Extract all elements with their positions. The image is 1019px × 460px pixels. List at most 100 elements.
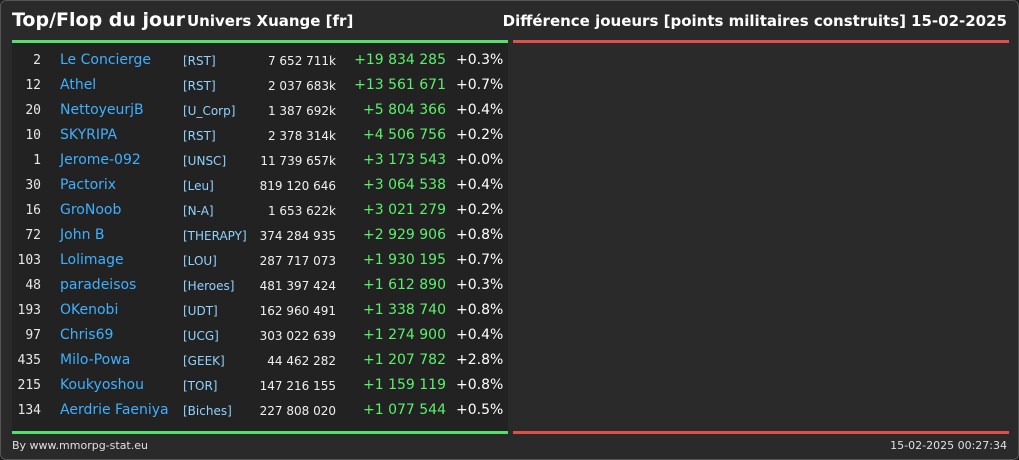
percent-change: +0.4% [456, 327, 504, 343]
alliance-tag[interactable]: [THERAPY] [183, 229, 247, 243]
player-name-link[interactable]: Aerdrie Faeniya [60, 402, 169, 418]
player-points: 11 739 657k [260, 154, 336, 168]
points-difference: +19 834 285 [354, 52, 446, 68]
player-name-link[interactable]: SKYRIPA [60, 127, 118, 143]
alliance-tag[interactable]: [GEEK] [183, 354, 225, 368]
player-points: 287 717 073 [259, 254, 336, 268]
percent-change: +0.2% [456, 202, 504, 218]
points-difference: +2 929 906 [363, 227, 446, 243]
alliance-tag[interactable]: [Biches] [183, 404, 232, 418]
flop-accent-bar [513, 40, 1009, 43]
player-name-link[interactable]: Athel [60, 77, 97, 93]
generated-timestamp: 15-02-2025 00:27:34 [890, 439, 1007, 452]
flop-players-list [513, 43, 1009, 431]
player-points: 1 653 622k [267, 204, 336, 218]
list-item: 215 Koukyoshou [TOR] 147 216 155 +1 159 … [12, 373, 508, 398]
points-difference: +1 930 195 [363, 252, 446, 268]
player-points: 162 960 491 [259, 304, 336, 318]
points-difference: +5 804 366 [363, 102, 446, 118]
points-difference: +4 506 756 [363, 127, 446, 143]
percent-change: +0.8% [456, 302, 504, 318]
player-points: 227 808 020 [259, 404, 336, 418]
points-difference: +1 207 782 [363, 352, 446, 368]
percent-change: +0.7% [456, 77, 504, 93]
player-points: 1 387 692k [267, 104, 336, 118]
top-accent-bar-bottom [12, 431, 508, 434]
percent-change: +0.8% [456, 227, 504, 243]
alliance-tag[interactable]: [TOR] [183, 379, 218, 393]
alliance-tag[interactable]: [RST] [183, 79, 216, 93]
player-name-link[interactable]: OKenobi [60, 302, 119, 318]
percent-change: +0.5% [456, 402, 504, 418]
player-name-link[interactable]: Milo-Powa [60, 352, 131, 368]
list-item: 10 SKYRIPA [RST] 2 378 314k +4 506 756 +… [12, 123, 508, 148]
list-item: 2 Le Concierge [RST] 7 652 711k +19 834 … [12, 48, 508, 73]
alliance-tag[interactable]: [LOU] [183, 254, 217, 268]
player-rank: 72 [25, 228, 41, 243]
player-points: 2 378 314k [267, 129, 336, 143]
player-name-link[interactable]: Le Concierge [60, 52, 152, 68]
player-rank: 48 [25, 278, 41, 293]
list-item: 1 Jerome-092 [UNSC] 11 739 657k +3 173 5… [12, 148, 508, 173]
points-difference: +1 274 900 [363, 327, 446, 343]
list-item: 16 GroNoob [N-A] 1 653 622k +3 021 279 +… [12, 198, 508, 223]
top-accent-bar [12, 40, 508, 43]
list-item: 134 Aerdrie Faeniya [Biches] 227 808 020… [12, 398, 508, 423]
player-name-link[interactable]: Chris69 [60, 327, 114, 343]
flop-accent-bar-bottom [513, 431, 1009, 434]
alliance-tag[interactable]: [UDT] [183, 304, 218, 318]
list-item: 30 Pactorix [Leu] 819 120 646 +3 064 538… [12, 173, 508, 198]
player-name-link[interactable]: Jerome-092 [60, 152, 141, 168]
list-item: 435 Milo-Powa [GEEK] 44 462 282 +1 207 7… [12, 348, 508, 373]
player-rank: 134 [17, 403, 41, 418]
player-name-link[interactable]: Lolimage [60, 252, 124, 268]
percent-change: +2.8% [456, 352, 504, 368]
list-item: 97 Chris69 [UCG] 303 022 639 +1 274 900 … [12, 323, 508, 348]
header: Top/Flop du jour Univers Xuange [fr] Dif… [1, 1, 1018, 41]
universe-label: Univers Xuange [fr] [187, 12, 354, 30]
player-name-link[interactable]: GroNoob [60, 202, 122, 218]
points-difference: +13 561 671 [354, 77, 446, 93]
top-players-list: 2 Le Concierge [RST] 7 652 711k +19 834 … [12, 43, 508, 431]
metric-label: Différence joueurs [points militaires co… [502, 12, 906, 30]
alliance-tag[interactable]: [UNSC] [183, 154, 227, 168]
player-points: 2 037 683k [267, 79, 336, 93]
points-difference: +1 338 740 [363, 302, 446, 318]
list-item: 193 OKenobi [UDT] 162 960 491 +1 338 740… [12, 298, 508, 323]
player-name-link[interactable]: Pactorix [60, 177, 117, 193]
site-credit-link[interactable]: By www.mmorpg-stat.eu [12, 439, 148, 452]
player-name-link[interactable]: NettoyeurjB [60, 102, 144, 118]
player-rank: 2 [33, 53, 41, 68]
alliance-tag[interactable]: [RST] [183, 54, 216, 68]
percent-change: +0.4% [456, 102, 504, 118]
percent-change: +0.8% [456, 377, 504, 393]
points-difference: +3 021 279 [363, 202, 446, 218]
player-rank: 435 [17, 353, 41, 368]
alliance-tag[interactable]: [RST] [183, 129, 216, 143]
alliance-tag[interactable]: [N-A] [183, 204, 214, 218]
player-name-link[interactable]: paradeisos [60, 277, 137, 293]
player-rank: 10 [25, 128, 41, 143]
player-rank: 1 [33, 153, 41, 168]
player-points: 374 284 935 [259, 229, 336, 243]
player-name-link[interactable]: Koukyoshou [60, 377, 144, 393]
list-item: 72 John B [THERAPY] 374 284 935 +2 929 9… [12, 223, 508, 248]
player-rank: 20 [25, 103, 41, 118]
player-name-link[interactable]: John B [60, 227, 105, 243]
header-date: 15-02-2025 [911, 12, 1007, 30]
points-difference: +1 612 890 [363, 277, 446, 293]
alliance-tag[interactable]: [U_Corp] [183, 104, 236, 118]
points-difference: +1 159 119 [363, 377, 446, 393]
player-points: 7 652 711k [267, 54, 336, 68]
alliance-tag[interactable]: [UCG] [183, 329, 219, 343]
alliance-tag[interactable]: [Leu] [183, 179, 214, 193]
player-points: 303 022 639 [259, 329, 336, 343]
points-difference: +3 173 543 [363, 152, 446, 168]
player-rank: 103 [17, 253, 41, 268]
player-points: 44 462 282 [267, 354, 336, 368]
player-points: 481 397 424 [259, 279, 336, 293]
points-difference: +3 064 538 [363, 177, 446, 193]
list-item: 20 NettoyeurjB [U_Corp] 1 387 692k +5 80… [12, 98, 508, 123]
alliance-tag[interactable]: [Heroes] [183, 279, 235, 293]
player-rank: 16 [25, 203, 41, 218]
